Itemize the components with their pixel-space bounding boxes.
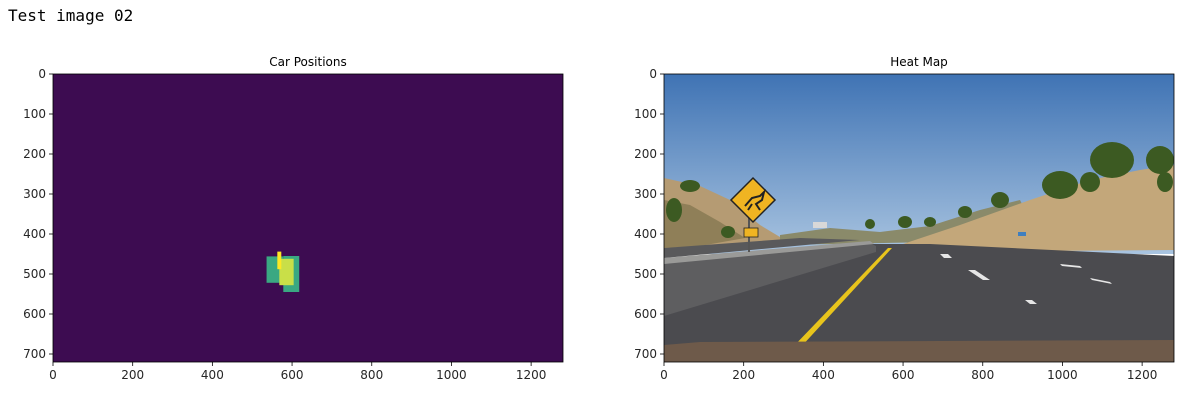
x-tick-label: 600 [892, 368, 915, 382]
y-tick-label: 100 [634, 107, 657, 121]
heatmap-background [53, 74, 563, 362]
y-tick-label: 200 [23, 147, 46, 161]
sign-plate [743, 227, 759, 238]
x-tick-label: 800 [971, 368, 994, 382]
y-tick-label: 400 [634, 227, 657, 241]
distant-building [813, 222, 827, 228]
x-tick-label: 400 [201, 368, 224, 382]
x-tick-label: 1000 [436, 368, 467, 382]
heat-map-frame [663, 73, 1175, 363]
y-tick-label: 200 [634, 147, 657, 161]
x-tick-label: 600 [281, 368, 304, 382]
x-tick-label: 1200 [516, 368, 547, 382]
concrete-barrier [664, 243, 876, 316]
x-tick-label: 200 [732, 368, 755, 382]
y-tick-label: 400 [23, 227, 46, 241]
road-scene-image [664, 74, 1174, 362]
x-tick-label: 1000 [1047, 368, 1078, 382]
heat-region-peak [277, 251, 282, 270]
x-tick-label: 200 [121, 368, 144, 382]
trees-left [666, 180, 735, 238]
barrier-top [664, 241, 874, 264]
y-tick-label: 500 [634, 267, 657, 281]
y-tick-label: 600 [634, 307, 657, 321]
x-tick-label: 400 [812, 368, 835, 382]
heat-region-high [279, 258, 294, 286]
y-tick-label: 700 [634, 347, 657, 361]
y-tick-label: 300 [23, 187, 46, 201]
y-tick-label: 700 [23, 347, 46, 361]
left-lanes [664, 238, 860, 258]
y-tick-label: 100 [23, 107, 46, 121]
cell-output-title: Test image 02 [8, 6, 134, 25]
road-shoulder [664, 340, 1174, 362]
y-tick-label: 0 [649, 67, 657, 81]
heat-map-title: Heat Map [890, 55, 948, 69]
x-tick-label: 0 [49, 368, 57, 382]
car-positions-frame [52, 73, 564, 363]
x-tick-label: 800 [360, 368, 383, 382]
white-lane-dashes [940, 254, 1112, 304]
car-positions-title: Car Positions [269, 55, 346, 69]
car-positions-panel: Car Positions 0 200 400 600 800 1000 1200 0 100 2… [23, 55, 564, 382]
trees-right [865, 142, 1174, 229]
sign-diamond [729, 176, 777, 224]
y-tick-label: 600 [23, 307, 46, 321]
heatmap-hot-regions [266, 251, 300, 292]
x-tick-label: 0 [660, 368, 668, 382]
y-tick-label: 300 [634, 187, 657, 201]
distant-sign [1018, 232, 1026, 236]
x-tick-label: 1200 [1127, 368, 1158, 382]
heat-map-panel: Heat Map [634, 55, 1175, 382]
deer-crossing-sign [729, 176, 777, 252]
deer-icon [744, 188, 766, 211]
yellow-lane-line [792, 248, 892, 348]
y-tick-label: 0 [38, 67, 46, 81]
car-positions-axes: 0 200 400 600 800 1000 1200 0 100 200 300 400 500 600… [23, 67, 546, 382]
heat-map-axes: 0 200 400 600 800 1000 1200 0 100 200 300 400 500 600… [634, 67, 1157, 382]
right-hillside [900, 165, 1174, 252]
y-tick-label: 500 [23, 267, 46, 281]
